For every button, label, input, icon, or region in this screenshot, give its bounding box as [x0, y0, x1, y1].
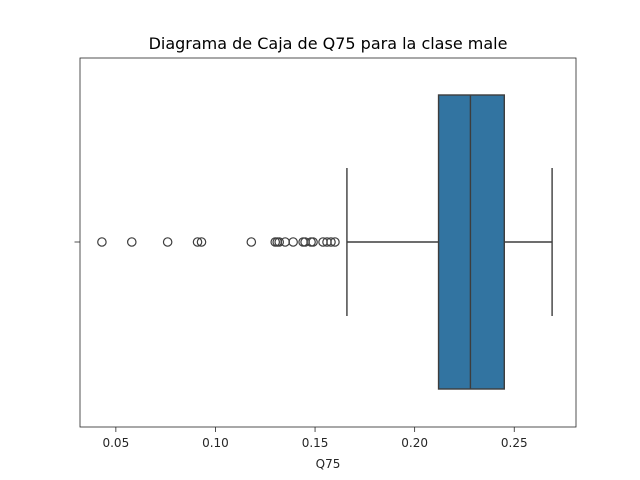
plot-area	[97, 94, 553, 390]
outlier-point	[272, 237, 283, 247]
outlier-point	[288, 237, 298, 247]
outlier-point	[192, 237, 203, 247]
outlier-point	[97, 237, 107, 247]
iqr-box	[437, 94, 505, 390]
x-tick-label: 0.25	[501, 436, 528, 450]
plot-frame	[79, 57, 577, 428]
x-axis-label: Q75	[316, 457, 341, 471]
x-tick-label: 0.10	[202, 436, 229, 450]
outlier-point	[306, 237, 316, 247]
x-tick-label: 0.20	[401, 436, 428, 450]
outlier-point	[162, 237, 173, 247]
outlier-point	[298, 237, 308, 247]
outlier-point	[308, 237, 318, 247]
x-tick-label: 0.15	[302, 436, 329, 450]
x-axis: 0.05 0.10 0.15 0.20 0.25	[102, 427, 528, 450]
x-tick-label: 0.05	[102, 436, 129, 450]
outlier-point	[280, 237, 290, 247]
outlier-point	[196, 237, 207, 247]
outlier-point	[126, 237, 137, 247]
outlier-point	[246, 237, 257, 247]
chart-title: Diagrama de Caja de Q75 para la clase ma…	[149, 34, 508, 53]
outlier-point	[326, 237, 336, 247]
outlier-point	[330, 237, 340, 247]
outlier-point	[274, 237, 284, 247]
